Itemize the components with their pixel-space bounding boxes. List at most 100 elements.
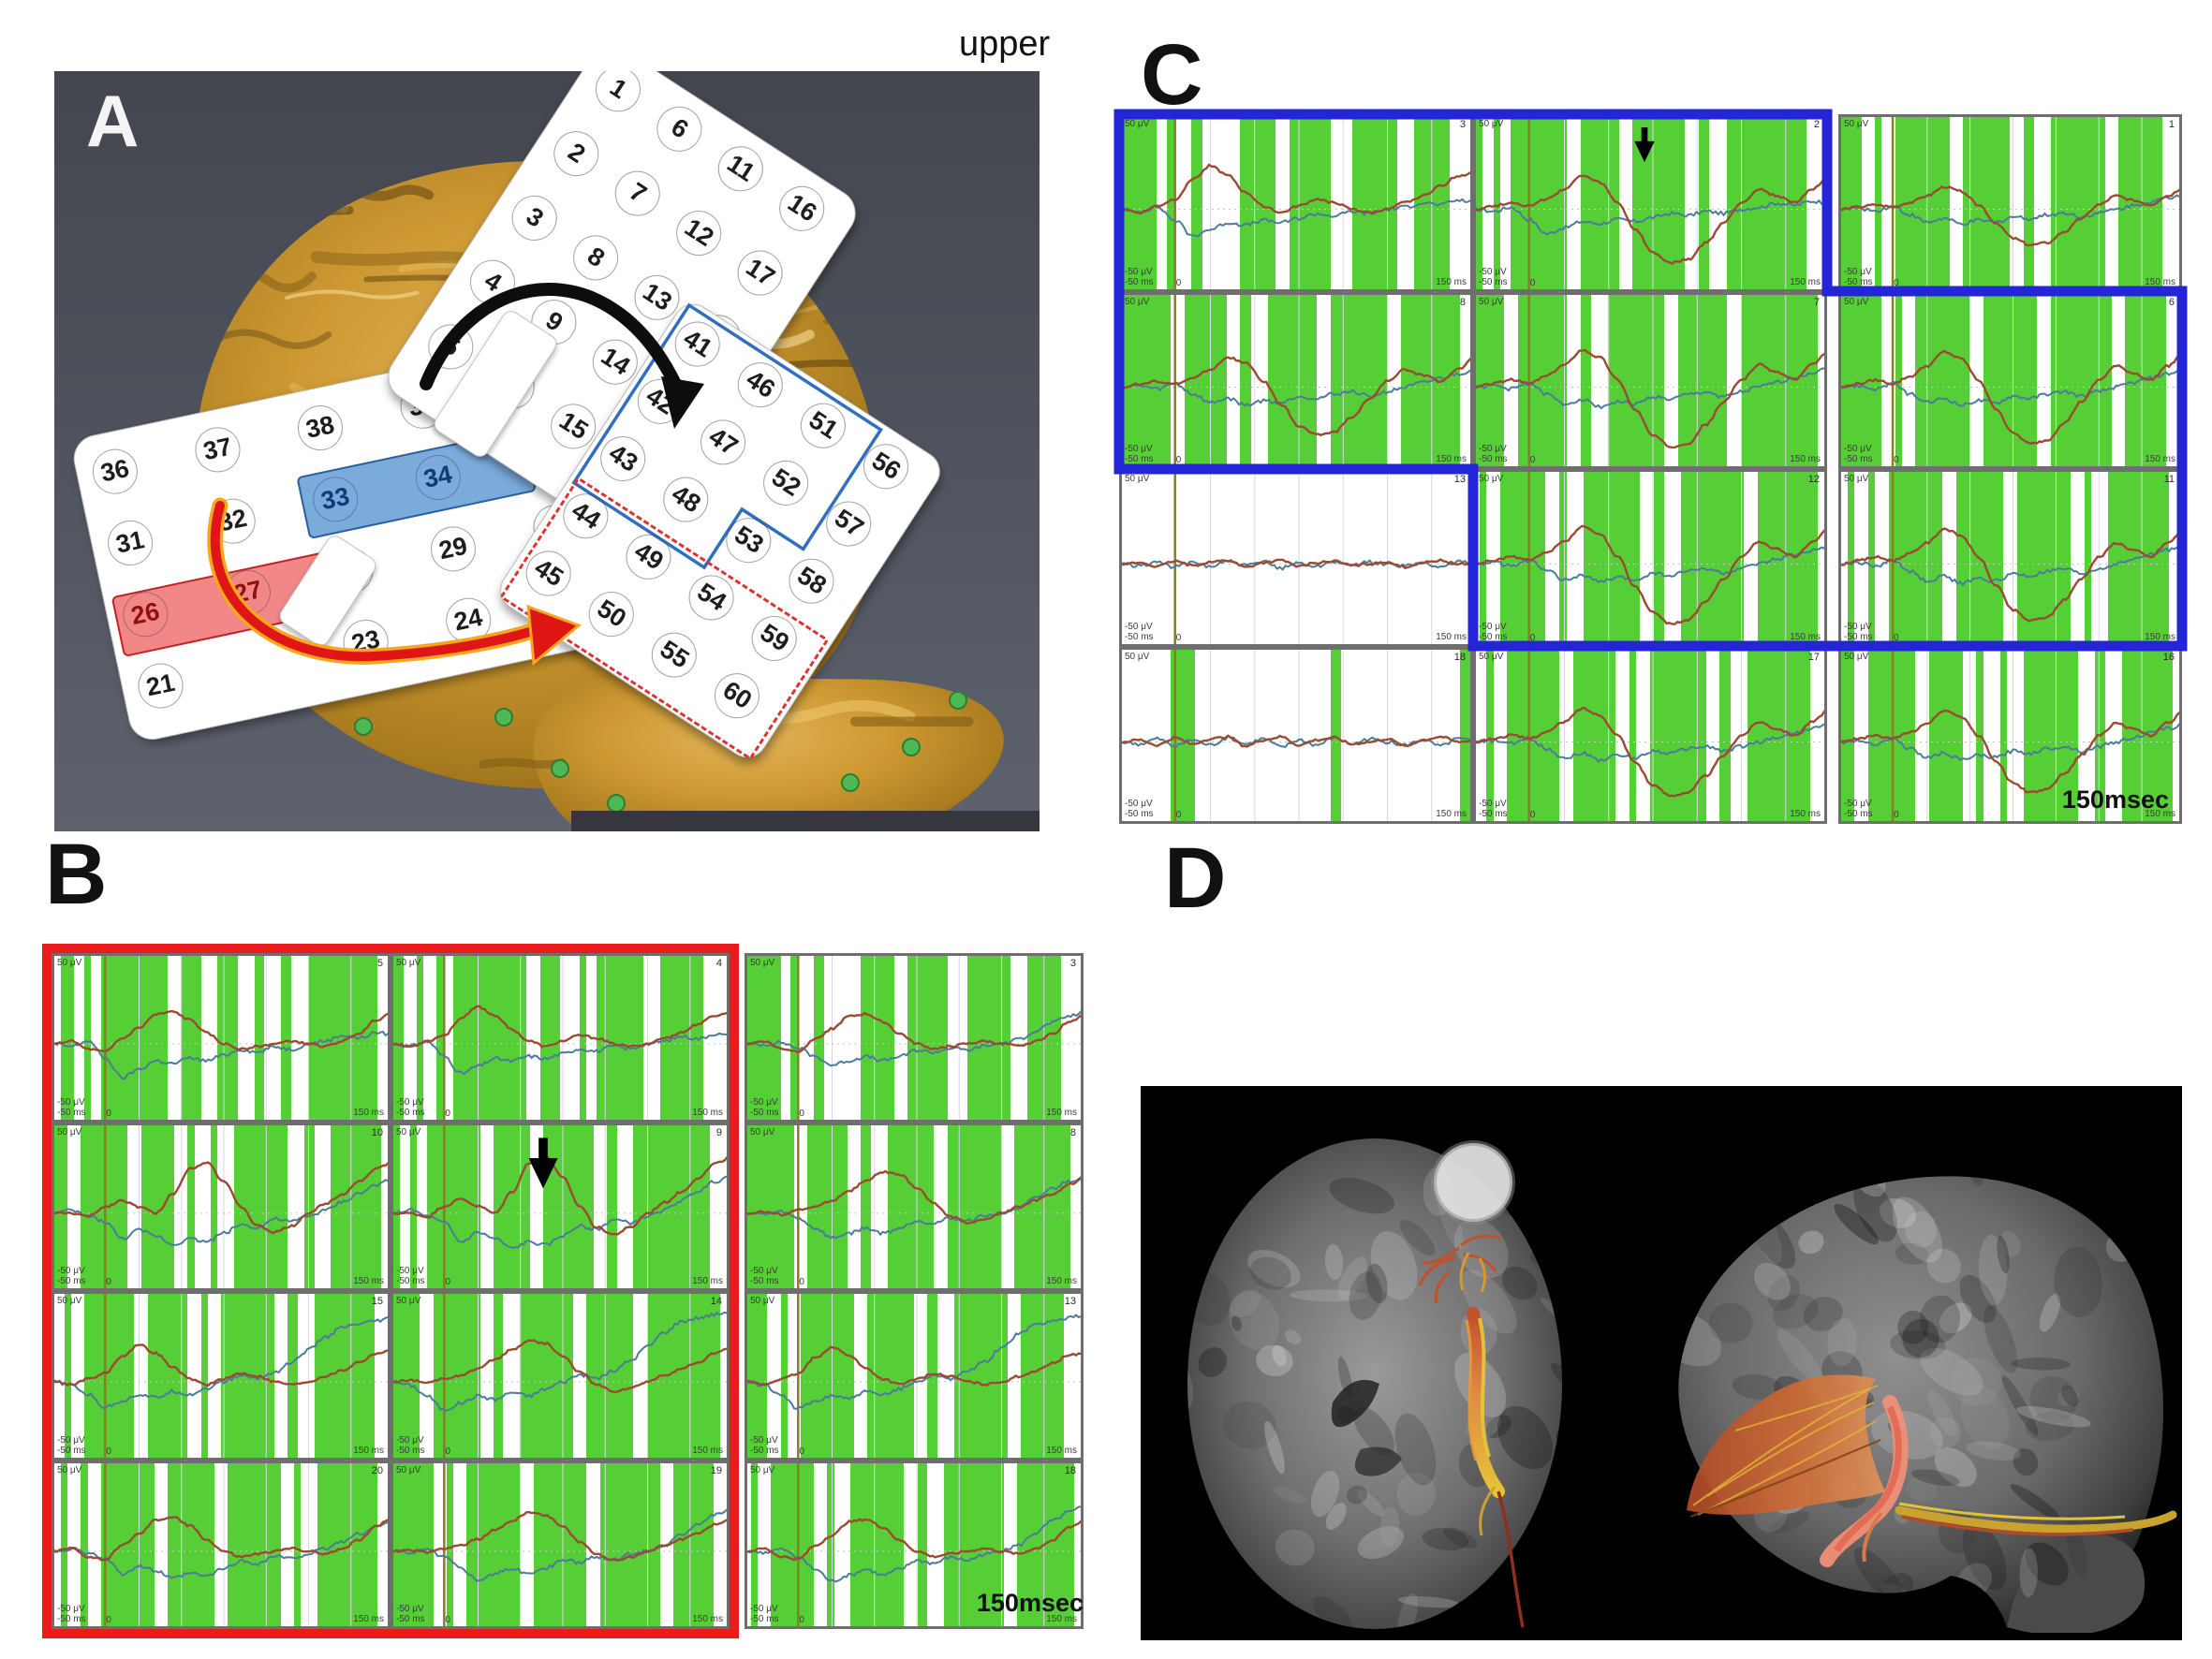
scale-label-ms: -50 ms	[1125, 809, 1154, 819]
significance-band	[1486, 649, 1494, 821]
eeg-plot-ch11-C: 50 μV 11 -50 μV -50 ms 150 ms 0	[1838, 469, 2182, 647]
eeg-plot-ch3-B: 50 μV 3 -50 μV -50 ms 150 ms 0	[745, 953, 1084, 1123]
significance-band	[966, 956, 1011, 1120]
scale-label-uv: -50 μV	[1844, 444, 1872, 454]
significance-band	[200, 1294, 208, 1458]
scale-label-end: 150 ms	[692, 1107, 723, 1118]
upper-orientation-label: upper	[959, 24, 1051, 64]
panel-d-label: D	[1164, 830, 1227, 926]
significance-band	[800, 1294, 854, 1458]
scale-label-end: 150 ms	[2145, 454, 2175, 464]
scale-label-ms: -50 ms	[1125, 276, 1154, 287]
scale-label-uv: -50 μV	[1844, 621, 1872, 632]
significance-band	[1999, 649, 2007, 821]
scale-label-ms: -50 ms	[1125, 631, 1154, 642]
scale-label-top: 50 μV	[750, 958, 775, 968]
significance-band	[409, 1124, 417, 1288]
channel-number: 17	[1807, 651, 1820, 663]
panel-c-eeg-grid: 50 μV 3 -50 μV -50 ms 150 ms 0 50 μV 2 -50 μV -50…	[1113, 109, 2188, 824]
significance-band	[168, 1462, 214, 1626]
scale-label-ms: -50 ms	[396, 1445, 425, 1456]
zero-time-label: 0	[1894, 810, 1899, 820]
electrode-grid-41-60: 41 46 51 56 42 47 52 57 43 48 53 58 44 49 54 59 45 50 55 60	[492, 296, 949, 766]
significance-band	[827, 1462, 834, 1626]
significance-band	[61, 1462, 68, 1626]
scale-label-end: 150 ms	[692, 1614, 723, 1624]
significance-band	[1719, 649, 1731, 821]
zero-time-label: 0	[445, 1277, 450, 1287]
significance-band	[228, 1462, 282, 1626]
scale-label-top: 50 μV	[1125, 119, 1150, 129]
panel-b-eeg-grid: 50 μV 5 -50 μV -50 ms 150 ms 0 50 μV 4 -50 μV -50…	[42, 944, 1091, 1638]
electrode-3: 3	[503, 186, 566, 250]
scale-label-top: 50 μV	[750, 1464, 775, 1475]
scale-label-end: 150 ms	[692, 1445, 723, 1456]
electrode-36: 36	[88, 445, 142, 499]
scale-label-uv: -50 μV	[750, 1096, 778, 1108]
significance-band	[100, 1462, 155, 1626]
scale-label-uv: -50 μV	[1479, 799, 1507, 809]
channel-number: 13	[1064, 1296, 1076, 1307]
electrode-2: 2	[545, 122, 608, 185]
significance-band	[533, 1462, 587, 1626]
eeg-plot-ch20-B: 50 μV 20 -50 μV -50 ms 150 ms 0	[52, 1460, 391, 1629]
scale-label-ms: -50 ms	[750, 1276, 779, 1286]
significance-band	[317, 1462, 378, 1626]
electrode-23: 23	[339, 615, 393, 669]
eeg-plot-ch2-C: 50 μV 2 -50 μV -50 ms 150 ms 0	[1473, 114, 1827, 292]
significance-band	[61, 956, 75, 1120]
channel-number: 14	[710, 1296, 722, 1307]
scale-label-uv: -50 μV	[396, 1266, 424, 1276]
significance-band	[750, 1462, 758, 1626]
scale-label-uv: -50 μV	[57, 1266, 85, 1276]
channel-number: 6	[2168, 296, 2175, 308]
zero-time-label: 0	[799, 1615, 804, 1625]
ventricle	[1331, 1379, 1379, 1428]
scale-label-end: 150 ms	[1790, 276, 1821, 287]
blue-staircase-outline	[571, 302, 883, 570]
scale-label-ms: -50 ms	[1844, 454, 1873, 464]
significance-band	[673, 1462, 714, 1626]
scale-label-end: 150 ms	[1436, 276, 1467, 287]
electrode-17: 17	[729, 242, 791, 304]
fiber-tract-axial	[1418, 1234, 1525, 1628]
zero-time-label: 0	[1175, 810, 1182, 820]
electrode-31: 31	[103, 516, 157, 570]
significance-band	[1747, 649, 1811, 821]
scale-label-ms: -50 ms	[1844, 809, 1873, 819]
scale-label-ms: -50 ms	[1479, 631, 1508, 642]
eeg-plot-ch13-C: 50 μV 13 -50 μV -50 ms 150 ms 0	[1119, 469, 1473, 647]
scale-label-top: 50 μV	[57, 1126, 82, 1138]
significance-band	[211, 1124, 218, 1288]
channel-number: 20	[371, 1464, 383, 1476]
significance-band	[2023, 649, 2078, 821]
channel-number: 16	[2162, 651, 2175, 663]
scale-label-top: 50 μV	[1844, 296, 1869, 307]
scale-label-uv: -50 μV	[750, 1434, 778, 1446]
scale-label-ms: -50 ms	[1125, 454, 1154, 464]
eeg-plot-ch18-C: 50 μV 18 -50 μV -50 ms 150 ms 0	[1119, 646, 1473, 824]
significance-band	[84, 1294, 135, 1458]
panel-a-label: A	[86, 80, 140, 162]
panel-b-time-scale: 150msec	[976, 1589, 1084, 1617]
zero-time-label: 0	[1175, 277, 1182, 288]
significance-band	[1331, 649, 1342, 821]
eeg-plot-ch7-C: 50 μV 7 -50 μV -50 ms 150 ms 0	[1473, 291, 1827, 469]
scale-label-top: 50 μV	[1125, 296, 1150, 307]
significance-band	[84, 956, 92, 1120]
scale-label-uv: -50 μV	[1844, 799, 1872, 809]
scale-label-ms: -50 ms	[750, 1107, 779, 1118]
eeg-plot-ch10-B: 50 μV 10 -50 μV -50 ms 150 ms 0	[52, 1122, 391, 1291]
scale-label-top: 50 μV	[1125, 474, 1150, 484]
electrode-21: 21	[134, 659, 188, 713]
significance-band	[181, 956, 201, 1120]
significance-band	[606, 1124, 617, 1288]
scale-label-uv: -50 μV	[57, 1096, 85, 1108]
scale-label-top: 50 μV	[396, 1296, 421, 1306]
significance-band	[393, 956, 404, 1120]
significance-band	[446, 1462, 454, 1626]
scale-label-ms: -50 ms	[57, 1445, 86, 1456]
significance-band	[416, 956, 424, 1120]
scale-label-end: 150 ms	[1046, 1614, 1077, 1624]
